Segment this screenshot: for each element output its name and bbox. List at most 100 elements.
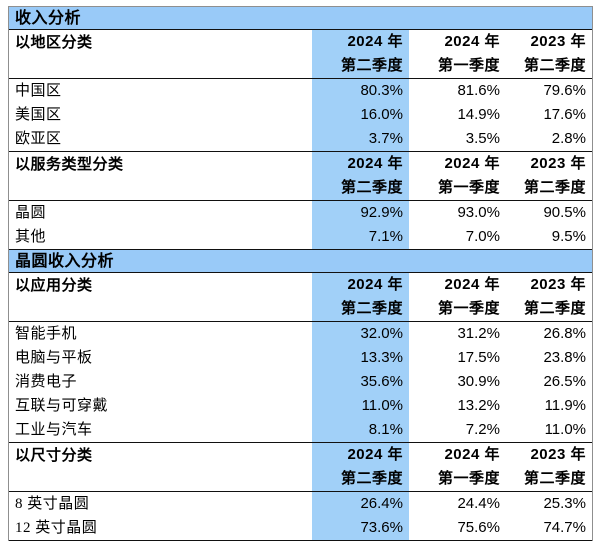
value-cell: 13.3% [312,346,409,370]
column-header-year: 2023 年 [530,33,586,50]
column-header: 2024 年第二季度 [312,152,409,200]
value-cell: 35.6% [312,370,409,394]
column-header: 2023 年第二季度 [506,273,592,321]
column-header-year: 2024 年 [347,33,403,50]
value-cell: 90.5% [543,204,586,221]
value-cell: 30.9% [457,373,500,390]
group-label: 以应用分类 [15,277,93,294]
value-cell: 14.9% [457,106,500,123]
column-header: 2023 年第二季度 [506,443,592,491]
value-cell: 7.0% [465,228,500,245]
column-header-year: 2024 年 [347,155,403,172]
column-header-quarter: 第二季度 [340,57,403,74]
group-header-row: 以应用分类 2024 年第二季度 2024 年第一季度 2023 年第二季度 [9,273,592,322]
value-cell: 32.0% [312,322,409,346]
value-cell: 73.6% [312,516,409,540]
column-header-quarter: 第二季度 [340,179,403,196]
value-cell: 26.4% [312,492,409,516]
column-header-year: 2024 年 [444,155,500,172]
value-cell: 17.6% [543,106,586,123]
column-header: 2024 年第一季度 [409,443,506,491]
value-cell: 26.5% [543,373,586,390]
value-cell: 93.0% [457,204,500,221]
column-header-year: 2024 年 [347,276,403,293]
table-row: 电脑与平板 13.3% 17.5% 23.8% [9,346,592,370]
column-header-year: 2024 年 [444,446,500,463]
column-header: 2024 年第二季度 [312,30,409,78]
value-cell: 9.5% [551,228,586,245]
value-cell: 24.4% [457,495,500,512]
value-cell: 26.8% [543,325,586,342]
column-header-year: 2024 年 [347,446,403,463]
column-header: 2024 年第二季度 [312,273,409,321]
row-label: 晶圆 [15,205,47,221]
row-label: 8 英寸晶圆 [15,496,90,512]
column-header-quarter: 第二季度 [340,300,403,317]
value-cell: 75.6% [457,519,500,536]
value-cell: 81.6% [457,82,500,99]
group-label: 以尺寸分类 [15,447,93,464]
column-header-quarter: 第一季度 [437,300,500,317]
table-row: 中国区 80.3% 81.6% 79.6% [9,79,592,103]
column-header-quarter: 第一季度 [437,57,500,74]
value-cell: 79.6% [543,82,586,99]
section-band: 晶圆收入分析 [9,250,592,273]
column-header-year: 2023 年 [530,155,586,172]
group-label: 以地区分类 [15,34,93,51]
column-header-quarter: 第二季度 [523,470,586,487]
column-header-quarter: 第二季度 [340,470,403,487]
column-header: 2024 年第一季度 [409,30,506,78]
row-label: 互联与可穿戴 [15,398,109,414]
value-cell: 11.0% [544,421,586,438]
column-header-quarter: 第二季度 [523,179,586,196]
column-header: 2024 年第二季度 [312,443,409,491]
value-cell: 16.0% [312,103,409,127]
value-cell: 11.0% [312,394,409,418]
table-row: 工业与汽车 8.1% 7.2% 11.0% [9,418,592,442]
category-group: 以地区分类 2024 年第二季度 2024 年第一季度 2023 年第二季度 中国区 80… [9,30,592,152]
value-cell: 11.9% [544,397,586,414]
value-cell: 3.7% [312,127,409,151]
table-row: 智能手机 32.0% 31.2% 26.8% [9,322,592,346]
group-header-row: 以地区分类 2024 年第二季度 2024 年第一季度 2023 年第二季度 [9,30,592,79]
table-row: 消费电子 35.6% 30.9% 26.5% [9,370,592,394]
analysis-table: 收入分析 以地区分类 2024 年第二季度 2024 年第一季度 2023 年第二季度中… [8,6,593,541]
column-header-year: 2024 年 [444,276,500,293]
column-header-quarter: 第二季度 [523,300,586,317]
value-cell: 25.3% [543,495,586,512]
column-header-year: 2023 年 [530,276,586,293]
row-label: 其他 [15,229,47,245]
column-header: 2024 年第一季度 [409,152,506,200]
column-header-year: 2023 年 [530,446,586,463]
column-header-quarter: 第一季度 [437,179,500,196]
row-label: 电脑与平板 [15,350,93,366]
value-cell: 3.5% [465,130,500,147]
group-header-row: 以服务类型分类 2024 年第二季度 2024 年第一季度 2023 年第二季度 [9,152,592,201]
row-label: 智能手机 [15,326,78,342]
row-label: 欧亚区 [15,131,62,147]
value-cell: 17.5% [457,349,500,366]
value-cell: 92.9% [312,201,409,225]
column-header-quarter: 第二季度 [523,57,586,74]
table-row: 其他 7.1% 7.0% 9.5% [9,225,592,249]
table-row: 12 英寸晶圆 73.6% 75.6% 74.7% [9,516,592,540]
value-cell: 31.2% [457,325,500,342]
table-row: 8 英寸晶圆 26.4% 24.4% 25.3% [9,492,592,516]
column-header-year: 2024 年 [444,33,500,50]
column-header-quarter: 第一季度 [437,470,500,487]
group-rows: 晶圆 92.9% 93.0% 90.5% 其他 7.1% 7.0% 9.5% [9,201,592,250]
section-band: 收入分析 [9,7,592,30]
value-cell: 80.3% [312,79,409,103]
group-label: 以服务类型分类 [15,156,124,173]
value-cell: 74.7% [543,519,586,536]
value-cell: 7.1% [312,225,409,249]
column-header: 2024 年第一季度 [409,273,506,321]
row-label: 工业与汽车 [15,422,93,438]
table-row: 互联与可穿戴 11.0% 13.2% 11.9% [9,394,592,418]
table-row: 欧亚区 3.7% 3.5% 2.8% [9,127,592,151]
value-cell: 13.2% [457,397,500,414]
group-rows: 中国区 80.3% 81.6% 79.6% 美国区 16.0% 14.9% 17.6% 欧亚区 3… [9,79,592,152]
row-label: 消费电子 [15,374,78,390]
group-rows: 8 英寸晶圆 26.4% 24.4% 25.3% 12 英寸晶圆 73.6% 75.6% 74… [9,492,592,541]
row-label: 美国区 [15,107,62,123]
